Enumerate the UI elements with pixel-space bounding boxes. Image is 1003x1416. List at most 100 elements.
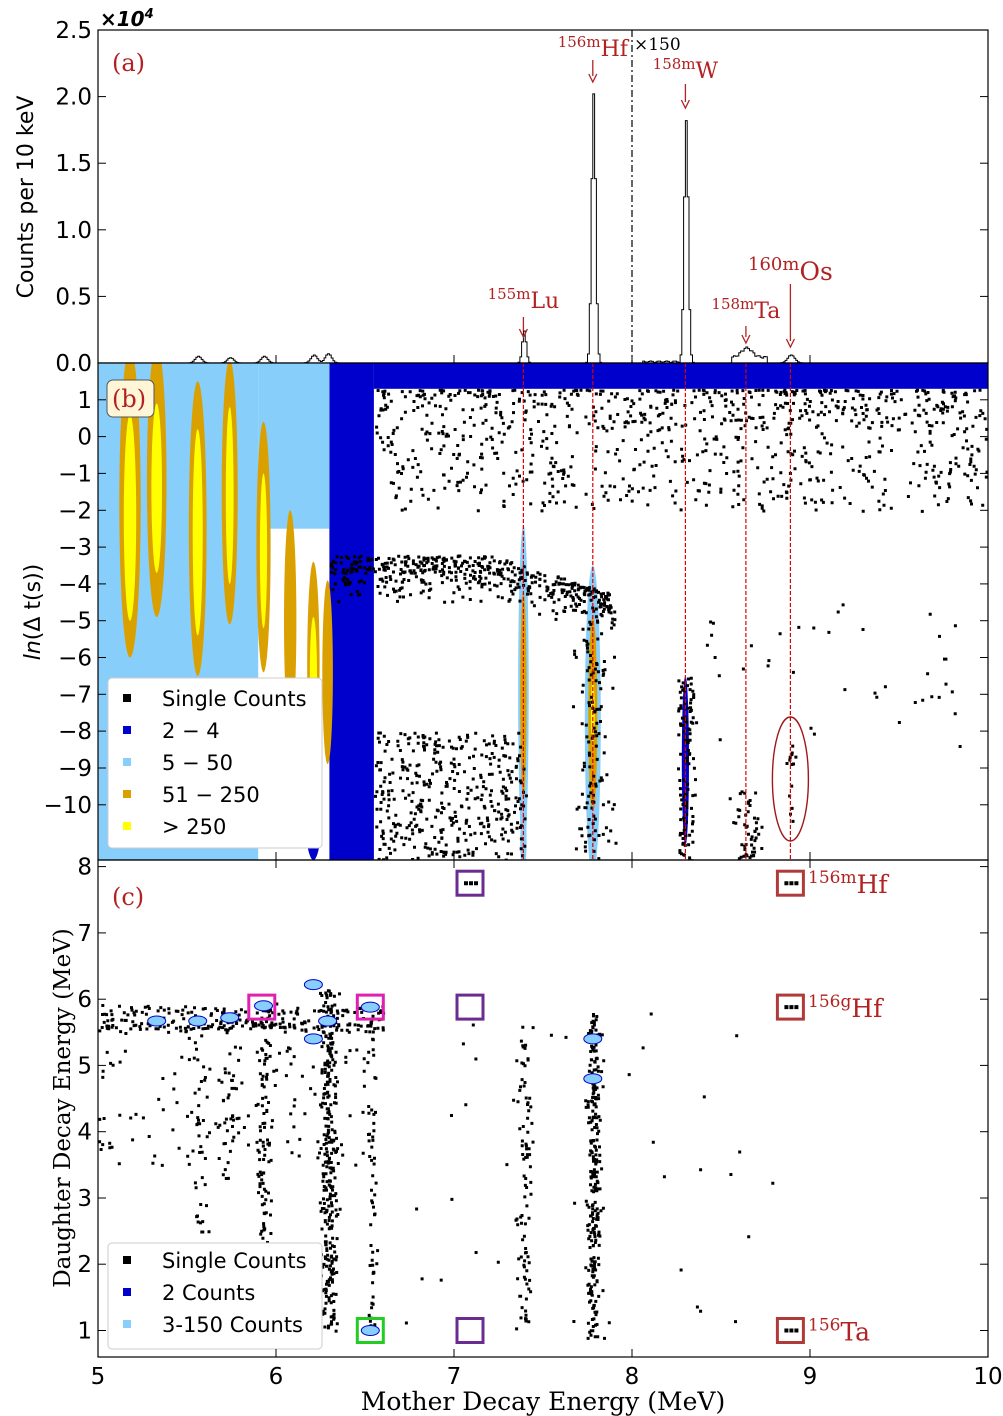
highlight-box	[455, 993, 485, 1021]
highlight-ellipse	[771, 716, 810, 842]
panel-b: 1 0 −1 −2 −3 −4 −5 −6 −7 −8 −9 −10 (b) ln(Δ t(s)) S…	[21, 362, 989, 861]
y-tick-label: −4	[58, 572, 92, 598]
panel-b-ticks: 1 0 −1 −2 −3 −4 −5 −6 −7 −8 −9 −10	[43, 388, 988, 819]
y-tick-label: −8	[58, 719, 92, 745]
legend-entry: Single Counts	[162, 1249, 307, 1273]
legend-entry: 5 − 50	[162, 751, 233, 775]
peak-label: 160mOs	[748, 254, 833, 287]
count-cluster	[303, 1033, 323, 1045]
highlight-box	[355, 1317, 385, 1344]
density-blob	[322, 580, 333, 765]
y-tick-label: 2	[77, 1252, 92, 1278]
x-tick-label: 5	[91, 1364, 106, 1390]
density-blob	[192, 429, 203, 636]
y-tick-label: −7	[58, 682, 92, 708]
panel-c: 1 2 3 4 5 6 7 8 156mHf 156gHf 156Ta (c) Daughter …	[50, 855, 989, 1358]
y-tick-label: 0.5	[55, 284, 92, 310]
highlight-box	[775, 1317, 805, 1344]
count-cluster	[583, 1073, 603, 1085]
isotope-label: 156Ta	[808, 1316, 870, 1347]
panel-b-label-box: (b)	[106, 379, 155, 418]
legend-swatch	[123, 1288, 131, 1296]
x-tick-label: 6	[269, 1364, 284, 1390]
panel-a: 0.0 0.5 1.0 1.5 2.0 2.5 ×150 155mLu 156mHf 158mW…	[14, 7, 989, 377]
peak-arrow-head	[680, 99, 690, 110]
peak-arrow-head	[785, 338, 795, 349]
y-tick-label: −10	[43, 793, 92, 819]
x-axis: 5 6 7 8 9 10	[91, 355, 1003, 1390]
x-tick-label: 8	[625, 1364, 640, 1390]
single-count-points	[329, 388, 988, 860]
x-axis-label: Mother Decay Energy (MeV)	[361, 1387, 725, 1416]
legend-swatch	[123, 1256, 131, 1264]
count-cluster	[188, 1015, 208, 1027]
panel-b-legend: Single Counts 2 − 4 5 − 50 51 − 250 > 250	[107, 677, 323, 849]
legend-swatch	[123, 822, 131, 830]
panel-c-ylabel: Daughter Decay Energy (MeV)	[50, 928, 76, 1288]
count-cluster	[254, 1000, 273, 1012]
legend-swatch	[123, 726, 131, 734]
panel-b-ylabel: ln(Δ t(s))	[21, 564, 46, 661]
density-blob	[225, 407, 234, 584]
density-blob	[284, 510, 297, 732]
panel-a-ticks: 0.0 0.5 1.0 1.5 2.0 2.5	[55, 18, 988, 377]
spectrum-line	[98, 93, 988, 363]
legend-swatch	[123, 758, 131, 766]
y-tick-label: 2.5	[55, 18, 92, 44]
peak-arrow-head	[588, 73, 598, 84]
y-multiplier: ×104	[100, 7, 154, 31]
count-cluster	[318, 1015, 338, 1027]
highlight-box	[247, 993, 277, 1021]
peak-label: 158mW	[653, 55, 719, 84]
peak-annotations: ×150 155mLu 156mHf 158mW 158mTa 160mOs	[488, 33, 833, 349]
panel-c-annotations: 156mHf 156gHf 156Ta	[247, 868, 889, 1347]
count-cluster	[147, 1015, 167, 1027]
highlight-box	[355, 993, 385, 1021]
y-tick-label: −2	[58, 498, 92, 524]
density-blob	[151, 403, 162, 573]
peak-label: 156mHf	[558, 33, 630, 62]
legend-swatch	[123, 1320, 131, 1328]
count-cluster	[220, 1012, 240, 1024]
y-tick-label: 2.0	[55, 85, 92, 111]
y-tick-label: 1.5	[55, 151, 92, 177]
panel-c-label: (c)	[112, 883, 144, 911]
density-blob	[259, 473, 268, 629]
legend-frame	[107, 677, 323, 849]
y-tick-label: 8	[77, 855, 92, 881]
legend-swatch	[123, 790, 131, 798]
x-tick-label: 10	[973, 1364, 1002, 1390]
legend-entry: 3-150 Counts	[162, 1313, 303, 1337]
density-blob	[123, 414, 137, 621]
y-tick-label: 1	[77, 1319, 92, 1345]
count-cluster	[303, 979, 323, 991]
y-tick-label: 3	[77, 1186, 92, 1212]
highlight-box	[775, 869, 805, 897]
x-tick-label: 9	[803, 1364, 818, 1390]
y-tick-label: 0.0	[55, 351, 92, 377]
legend-swatch	[123, 694, 131, 702]
highlight-box	[455, 1317, 485, 1344]
panel-a-ylabel: Counts per 10 keV	[14, 96, 39, 299]
y-tick-label: −6	[58, 646, 92, 672]
heatmap-c-area	[98, 881, 799, 1340]
x-tick-label: 7	[447, 1364, 462, 1390]
highlight-box	[775, 993, 805, 1021]
panel-b-label: (b)	[112, 385, 146, 413]
legend-entry: Single Counts	[162, 687, 307, 711]
peak-arrow-head	[518, 328, 528, 339]
y-tick-label: 1	[77, 388, 92, 414]
count-cluster	[360, 1001, 380, 1013]
legend-entry: > 250	[162, 815, 226, 839]
isotope-label: 156gHf	[808, 992, 884, 1023]
count-cluster	[583, 1033, 603, 1045]
scale-factor-label: ×150	[634, 35, 681, 55]
y-tick-label: 7	[77, 921, 92, 947]
y-tick-label: 5	[77, 1053, 92, 1079]
y-tick-label: −5	[58, 609, 92, 635]
peak-label: 155mLu	[488, 285, 560, 314]
count-cluster	[360, 1325, 380, 1336]
panel-c-ticks: 1 2 3 4 5 6 7 8	[77, 855, 988, 1345]
legend-entry: 51 − 250	[162, 783, 260, 807]
